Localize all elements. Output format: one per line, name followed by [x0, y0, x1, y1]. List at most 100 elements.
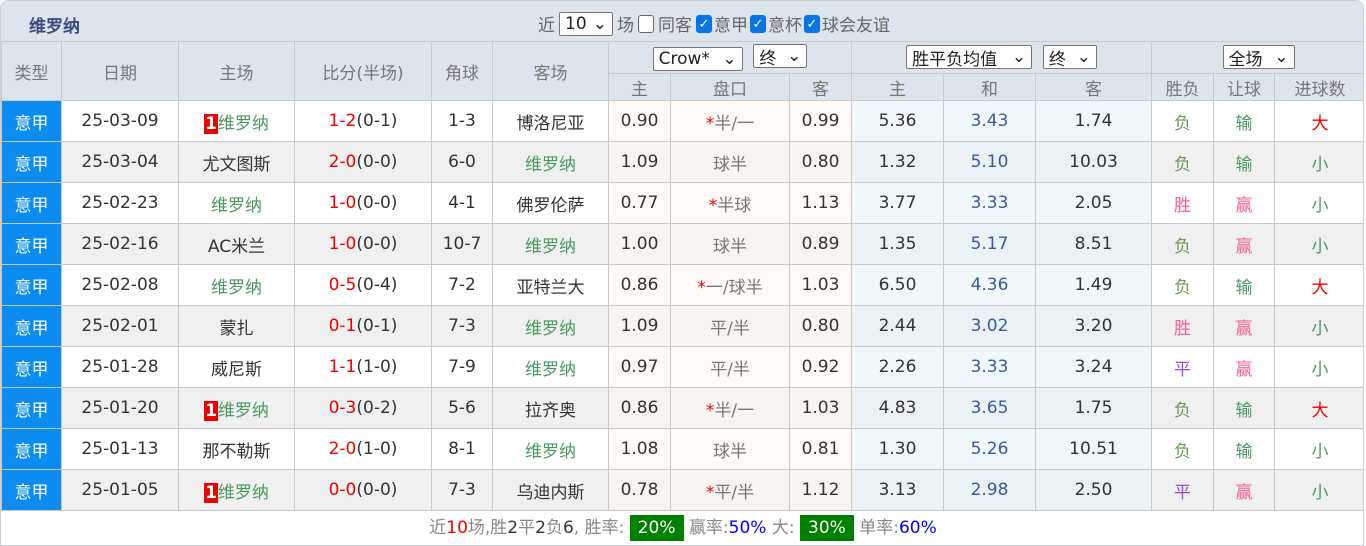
eu-draw-odds: 5.17 [943, 223, 1036, 265]
league-checkbox[interactable]: ✓ [804, 14, 820, 33]
away-team-name: 拉齐奥 [525, 400, 576, 421]
league-type[interactable]: 意甲 [1, 469, 62, 511]
half-time-score: (0-2) [356, 398, 398, 418]
summary-text: 平 [518, 518, 536, 538]
home-team[interactable]: 尤文图斯 [178, 141, 295, 183]
home-team[interactable]: 1维罗纳 [178, 100, 295, 142]
ah-line-value: 平/半 [710, 318, 750, 339]
ah-home-odds: 1.08 [608, 428, 671, 470]
home-team[interactable]: 1维罗纳 [178, 387, 295, 429]
score[interactable]: 2-0(1-0) [294, 428, 432, 470]
score[interactable]: 1-0(0-0) [294, 182, 432, 224]
home-team[interactable]: 维罗纳 [178, 264, 295, 306]
table-row[interactable]: 意甲 25-03-04 尤文图斯 2-0(0-0) 6-0 维罗纳 1.09 球… [1, 141, 1363, 183]
score[interactable]: 0-1(0-1) [294, 305, 432, 347]
summary-count: 10 [446, 518, 468, 538]
table-row[interactable]: 意甲 25-02-08 维罗纳 0-5(0-4) 7-2 亚特兰大 0.86 *… [1, 264, 1363, 306]
table-row[interactable]: 意甲 25-02-01 蒙扎 0-1(0-1) 7-3 维罗纳 1.09 平/半… [1, 305, 1363, 347]
odd-rate: 60% [898, 518, 937, 538]
eu-home-odds: 2.44 [851, 305, 944, 347]
home-team[interactable]: 威尼斯 [178, 346, 295, 388]
euro-type-select[interactable]: 胜平负均值 ⌄ [906, 45, 1033, 70]
league-checkbox[interactable]: ✓ [750, 14, 766, 33]
company-select[interactable]: Crow* ⌄ [652, 46, 743, 71]
league-checkbox[interactable]: ✓ [696, 14, 712, 33]
eu-home-odds: 6.50 [851, 264, 944, 306]
table-row[interactable]: 意甲 25-01-20 1维罗纳 0-3(0-2) 5-6 拉齐奥 0.86 *… [1, 387, 1363, 429]
away-team[interactable]: 亚特兰大 [492, 264, 609, 306]
eu-away-odds: 10.51 [1035, 428, 1152, 470]
score[interactable]: 0-5(0-4) [294, 264, 432, 306]
league-type[interactable]: 意甲 [1, 346, 62, 388]
col-hc: 让球 [1213, 73, 1275, 101]
league-type[interactable]: 意甲 [1, 141, 62, 183]
away-team[interactable]: 维罗纳 [492, 305, 609, 347]
league-type[interactable]: 意甲 [1, 223, 62, 265]
ah-line-value: 半/一 [714, 400, 755, 421]
matches-table: 类型 日期 主场 比分(半场) 角球 客场 Crow* ⌄ 终 ⌄ 胜平负均值 ⌄ 终… [1, 41, 1363, 511]
table-row[interactable]: 意甲 25-02-23 维罗纳 1-0(0-0) 4-1 佛罗伦萨 0.77 *… [1, 182, 1363, 224]
ou-rate-label: 大: [771, 518, 795, 538]
score[interactable]: 1-1(1-0) [294, 346, 432, 388]
league-type[interactable]: 意甲 [1, 387, 62, 429]
score[interactable]: 0-3(0-2) [294, 387, 432, 429]
table-row[interactable]: 意甲 25-02-16 AC米兰 1-0(0-0) 10-7 维罗纳 1.00 … [1, 223, 1363, 265]
unit-label: 场 [617, 16, 634, 36]
eu-home-odds: 5.36 [851, 100, 944, 142]
team-title: 维罗纳 [29, 17, 80, 37]
col-away: 客场 [492, 41, 609, 101]
away-team[interactable]: 佛罗伦萨 [492, 182, 609, 224]
ah-line: 平/半 [670, 305, 790, 347]
ah-away-odds: 0.80 [789, 141, 852, 183]
away-team[interactable]: 维罗纳 [492, 428, 609, 470]
table-row[interactable]: 意甲 25-01-05 1维罗纳 0-0(0-0) 7-3 乌迪内斯 0.78 … [1, 469, 1363, 511]
ah-line-value: 球半 [713, 154, 747, 175]
home-team-name: 威尼斯 [211, 359, 262, 380]
summary-text: 场, [467, 518, 491, 538]
league-type[interactable]: 意甲 [1, 100, 62, 142]
home-team[interactable]: 1维罗纳 [178, 469, 295, 511]
full-time-score: 0-3 [328, 398, 357, 418]
full-time-score: 1-0 [328, 193, 357, 213]
home-team[interactable]: 那不勒斯 [178, 428, 295, 470]
ah-line-value: 平/半 [710, 359, 750, 380]
table-row[interactable]: 意甲 25-01-13 那不勒斯 2-0(1-0) 8-1 维罗纳 1.08 球… [1, 428, 1363, 470]
ah-home-odds: 0.86 [608, 264, 671, 306]
corners: 7-2 [431, 264, 493, 306]
score[interactable]: 2-0(0-0) [294, 141, 432, 183]
away-team[interactable]: 拉齐奥 [492, 387, 609, 429]
result-handicap: 输 [1213, 100, 1275, 142]
result-handicap: 赢 [1213, 305, 1275, 347]
table-row[interactable]: 意甲 25-01-28 威尼斯 1-1(1-0) 7-9 维罗纳 0.97 平/… [1, 346, 1363, 388]
table-row[interactable]: 意甲 25-03-09 1维罗纳 1-2(0-1) 1-3 博洛尼亚 0.90 … [1, 100, 1363, 142]
result-handicap: 赢 [1213, 469, 1275, 511]
league-type[interactable]: 意甲 [1, 182, 62, 224]
league-type[interactable]: 意甲 [1, 264, 62, 306]
eu-home-odds: 2.26 [851, 346, 944, 388]
score[interactable]: 1-2(0-1) [294, 100, 432, 142]
league-type[interactable]: 意甲 [1, 305, 62, 347]
ah-stage-select[interactable]: 终 ⌄ [753, 44, 808, 69]
away-team[interactable]: 维罗纳 [492, 346, 609, 388]
match-count-select[interactable]: 10 ⌄ [559, 11, 613, 36]
home-team[interactable]: 蒙扎 [178, 305, 295, 347]
same-venue-checkbox[interactable] [638, 14, 654, 33]
away-team[interactable]: 维罗纳 [492, 141, 609, 183]
eu-draw-odds: 5.10 [943, 141, 1036, 183]
score[interactable]: 1-0(0-0) [294, 223, 432, 265]
away-team[interactable]: 维罗纳 [492, 223, 609, 265]
star-mark: * [697, 277, 706, 298]
ah-line: *一/球半 [670, 264, 790, 306]
league-type[interactable]: 意甲 [1, 428, 62, 470]
chevron-down-icon: ⌄ [1011, 47, 1027, 68]
away-team[interactable]: 博洛尼亚 [492, 100, 609, 142]
score[interactable]: 0-0(0-0) [294, 469, 432, 511]
home-team[interactable]: 维罗纳 [178, 182, 295, 224]
half-time-score: (0-0) [356, 234, 398, 254]
euro-stage-select[interactable]: 终 ⌄ [1042, 45, 1097, 70]
away-team[interactable]: 乌迪内斯 [492, 469, 609, 511]
col-ah-away: 客 [789, 73, 852, 101]
home-team[interactable]: AC米兰 [178, 223, 295, 265]
scope-select[interactable]: 全场 ⌄ [1222, 45, 1295, 70]
ah-home-odds: 0.86 [608, 387, 671, 429]
